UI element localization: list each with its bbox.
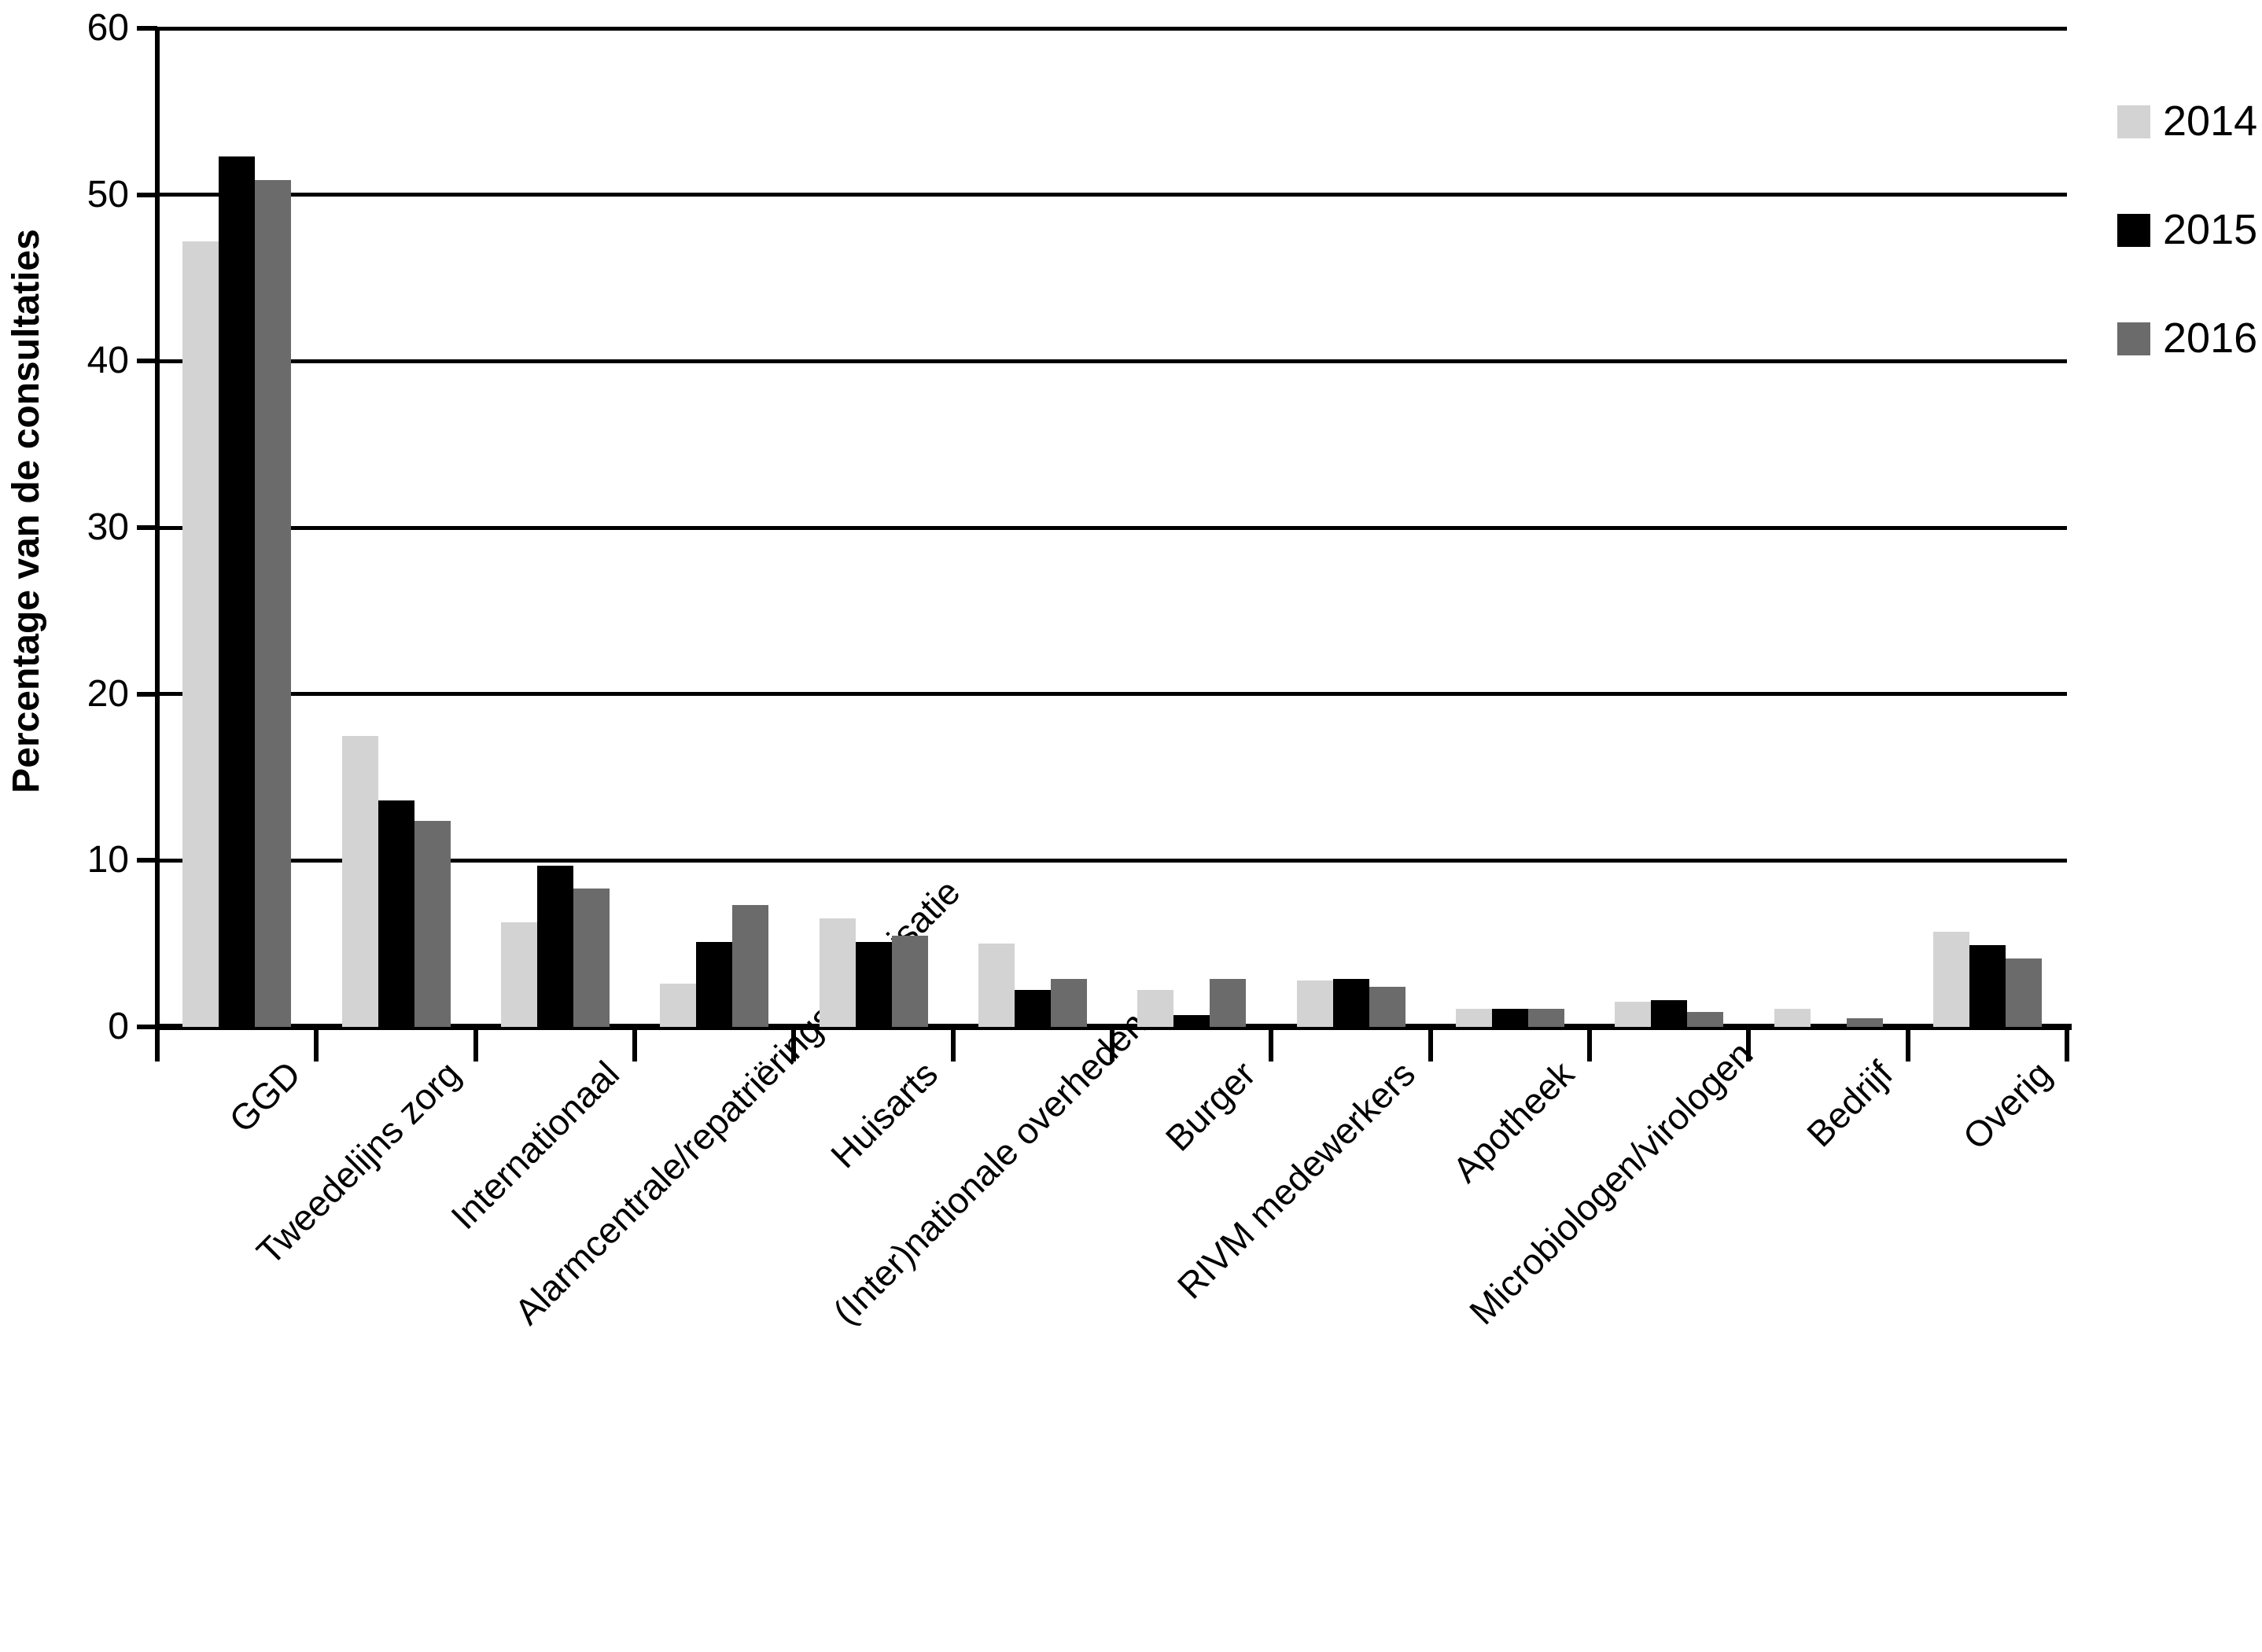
x-category-label: GGD: [221, 1053, 309, 1141]
bar-2014: [1774, 1008, 1811, 1027]
legend-swatch-2015: [2117, 214, 2150, 247]
x-category-label: RIVM medewerkers: [1169, 1053, 1423, 1307]
legend-item-2015: 2015: [2117, 206, 2262, 253]
gridline: [157, 359, 2067, 363]
bar-2015: [1332, 978, 1369, 1027]
x-tick: [1746, 1028, 1752, 1061]
x-tick: [950, 1028, 956, 1061]
bar-2016: [1050, 978, 1087, 1027]
bar-2014: [1615, 1002, 1652, 1027]
gridline: [157, 193, 2067, 197]
y-tick: [137, 858, 157, 863]
x-category-label: Huisarts: [822, 1053, 945, 1176]
y-tick-label: 50: [87, 173, 129, 215]
bar-2016: [1527, 1008, 1564, 1027]
bar-2015: [1491, 1008, 1528, 1027]
legend-swatch-2016: [2117, 322, 2150, 355]
bar-2015: [1014, 990, 1051, 1027]
x-category-label: Microbiologen/virologen: [1461, 1032, 1761, 1333]
gridline: [157, 525, 2067, 530]
legend-label: 2015: [2163, 206, 2258, 253]
legend-item-2014: 2014: [2117, 98, 2262, 145]
y-tick-label: 30: [87, 506, 129, 548]
bar-2015: [378, 800, 414, 1027]
y-tick: [137, 691, 157, 697]
x-category-label: Tweedelijns zorg: [248, 1053, 468, 1273]
bar-2016: [1687, 1011, 1724, 1027]
x-category-label: (Inter)nationale overheden: [824, 1003, 1155, 1333]
x-tick: [2065, 1028, 2069, 1061]
bar-2015: [219, 156, 256, 1027]
bar-2015: [1969, 945, 2006, 1027]
bar-2015: [855, 942, 892, 1027]
x-category-label: Internationaal: [443, 1053, 627, 1238]
y-tick: [137, 359, 157, 364]
bar-2014: [1932, 932, 1969, 1027]
gridline: [157, 26, 2067, 31]
x-tick: [1905, 1028, 1910, 1061]
legend-label: 2014: [2163, 98, 2258, 145]
bar-2016: [414, 820, 451, 1027]
x-tick: [791, 1028, 797, 1061]
bar-2016: [2005, 958, 2042, 1027]
bar-2014: [978, 944, 1015, 1027]
gridline: [157, 692, 2067, 697]
bar-2015: [696, 942, 733, 1027]
y-tick-label: 60: [87, 7, 129, 49]
legend-swatch-2014: [2117, 105, 2150, 138]
bar-2014: [182, 241, 219, 1027]
bar-2015: [1651, 1000, 1688, 1027]
x-tick: [1428, 1028, 1433, 1061]
bar-2014: [1137, 990, 1174, 1027]
bar-2016: [1210, 978, 1247, 1027]
y-tick: [137, 525, 157, 530]
x-tick: [1269, 1028, 1274, 1061]
y-tick-label: 20: [87, 672, 129, 715]
bar-2014: [500, 922, 537, 1027]
y-tick: [137, 1025, 157, 1029]
x-axis-line: [157, 1024, 2072, 1030]
x-tick: [632, 1028, 637, 1061]
x-category-label: Apotheek: [1444, 1053, 1582, 1190]
bar-2016: [891, 935, 928, 1027]
x-category-label: Burger: [1157, 1053, 1264, 1159]
legend-label: 2016: [2163, 315, 2258, 362]
bar-2016: [255, 179, 292, 1027]
y-tick-label: 10: [87, 839, 129, 881]
y-tick: [137, 192, 157, 197]
y-tick-label: 0: [108, 1006, 129, 1047]
bar-2016: [1369, 987, 1405, 1027]
y-axis-line: [155, 28, 160, 1060]
x-tick: [1587, 1028, 1592, 1061]
x-tick: [314, 1028, 319, 1061]
bar-2014: [1455, 1008, 1492, 1027]
y-tick: [137, 26, 157, 31]
x-tick: [1110, 1028, 1114, 1061]
bar-2016: [732, 905, 769, 1027]
bar-2014: [660, 983, 697, 1027]
bar-2014: [819, 918, 856, 1027]
x-category-label: Overig: [1954, 1053, 2059, 1157]
bar-2015: [1173, 1015, 1210, 1027]
legend-item-2016: 2016: [2117, 315, 2262, 362]
gridline: [157, 858, 2067, 863]
x-category-label: Bedrijf: [1798, 1053, 1900, 1155]
bar-2014: [1296, 980, 1333, 1027]
bar-2015: [536, 865, 573, 1027]
y-tick-label: 40: [87, 340, 129, 382]
bar-2016: [1846, 1018, 1883, 1027]
x-category-label: Alarmcentrale/repatriëringsorganisatie: [507, 870, 968, 1333]
bar-2014: [341, 735, 378, 1027]
x-tick: [155, 1028, 160, 1061]
x-tick: [473, 1028, 478, 1061]
bar-2016: [573, 889, 610, 1027]
